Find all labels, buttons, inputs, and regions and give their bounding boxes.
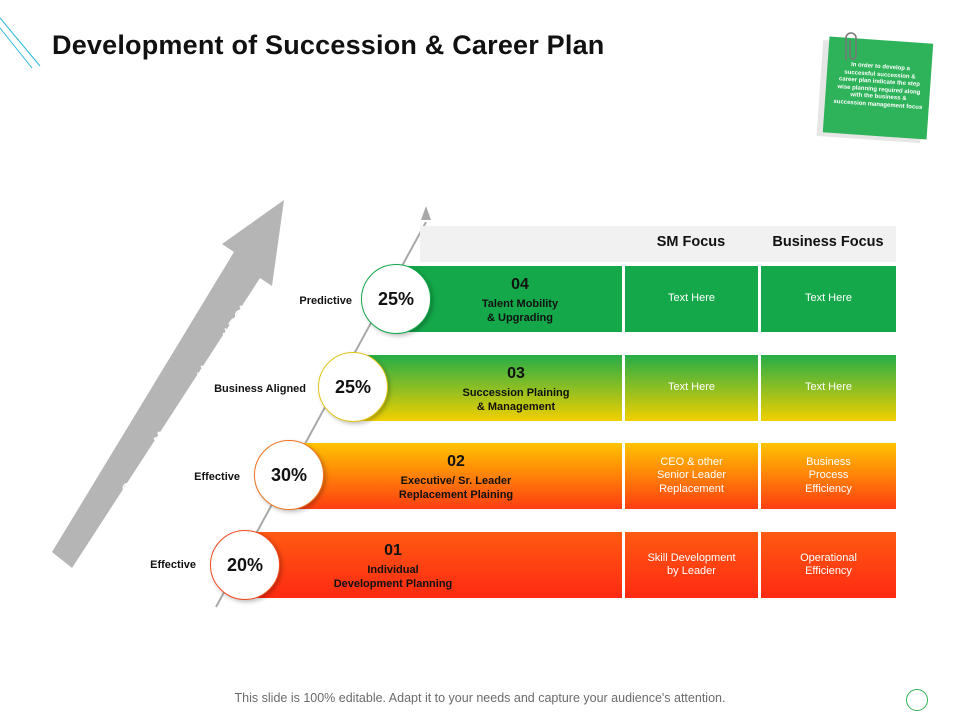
- row-4-text: 04 Talent Mobility & Upgrading: [420, 276, 620, 325]
- row-1-number: 01: [384, 542, 402, 559]
- row-2-text: 02 Executive/ Sr. Leader Replacement Pla…: [356, 453, 556, 502]
- row-2-bf-cell: Business Process Efficiency: [761, 443, 896, 509]
- row-4-side-label: Predictive: [299, 295, 352, 307]
- circle-icon: [906, 689, 928, 711]
- row-3-bf-line1: Text Here: [804, 381, 853, 394]
- row-3-bar: [346, 355, 622, 421]
- row-2-sm-line1: CEO & other: [660, 455, 723, 468]
- row-1-bf-cell: Operational Efficiency: [761, 532, 896, 598]
- row-4-bf-line1: Text Here: [804, 292, 853, 305]
- row-3-side-label: Business Aligned: [214, 383, 306, 395]
- row-1-sm-line1: Skill Development: [647, 551, 736, 564]
- row-1-side-label: Effective: [150, 559, 196, 571]
- row-4-number: 04: [511, 276, 529, 293]
- row-2-side-label: Effective: [194, 471, 240, 483]
- row-3-number: 03: [507, 365, 525, 382]
- row-4-sm-cell: Text Here: [625, 266, 758, 332]
- row-2-bf-line3: Efficiency: [805, 482, 852, 495]
- row-3-percent-circle: 25%: [318, 352, 388, 422]
- row-2-bar: [296, 443, 622, 509]
- row-4-bar: [398, 266, 622, 332]
- row-2-bf-line1: Business: [806, 455, 851, 468]
- row-3-label-line1: Succession Plaining: [462, 387, 570, 399]
- row-3-sm-cell: Text Here: [625, 355, 758, 421]
- row-4-bf-cell: Text Here: [761, 266, 896, 332]
- header-band: [420, 226, 896, 262]
- row-1-bf-line2: Efficiency: [805, 565, 852, 577]
- row-1-bf-line1: Operational: [800, 551, 857, 564]
- row-1-text: 01 Individual Development Planning: [292, 542, 494, 591]
- row-2-percent-circle: 30%: [254, 440, 324, 510]
- business-focus-header: Business Focus: [772, 234, 884, 250]
- corner-decoration: [0, 17, 41, 69]
- row-1-sm-line2: by Leader: [667, 565, 716, 577]
- row-4-label-line1: Talent Mobility: [481, 298, 559, 310]
- row-2-label-line1: Executive/ Sr. Leader: [400, 475, 512, 487]
- row-1-label-line1: Individual: [367, 564, 419, 576]
- row-3-bf-cell: Text Here: [761, 355, 896, 421]
- paperclip-icon: [845, 32, 857, 60]
- row-2-bf-line2: Process: [808, 469, 849, 482]
- row-3-sm-line1: Text Here: [667, 381, 716, 394]
- row-2-sm-cell: CEO & other Senior Leader Replacement: [625, 443, 758, 509]
- row-4-percent-circle: 25%: [361, 264, 431, 334]
- row-3-label-line2: & Management: [476, 400, 556, 413]
- row-2-sm-line3: Replacement: [659, 482, 724, 495]
- page-title: Development of Succession & Career Plan: [52, 30, 605, 60]
- row-2-label-line2: Replacement Plaining: [398, 488, 514, 501]
- row-1-sm-cell: Skill Development by Leader: [625, 532, 758, 598]
- sm-focus-header: SM Focus: [656, 234, 726, 250]
- row-1-percent-circle: 20%: [210, 530, 280, 600]
- footer-note: This slide is 100% editable. Adapt it to…: [234, 691, 726, 705]
- row-1-label-line2: Development Planning: [333, 577, 453, 590]
- row-2-number: 02: [447, 453, 465, 470]
- row-3-text: 03 Succession Plaining & Management: [416, 365, 616, 414]
- row-1-bar: [240, 532, 622, 598]
- row-4-label-line2: & Upgrading: [487, 311, 553, 324]
- row-2-sm-line2: Senior Leader: [656, 469, 727, 482]
- row-4-sm-line1: Text Here: [667, 292, 716, 305]
